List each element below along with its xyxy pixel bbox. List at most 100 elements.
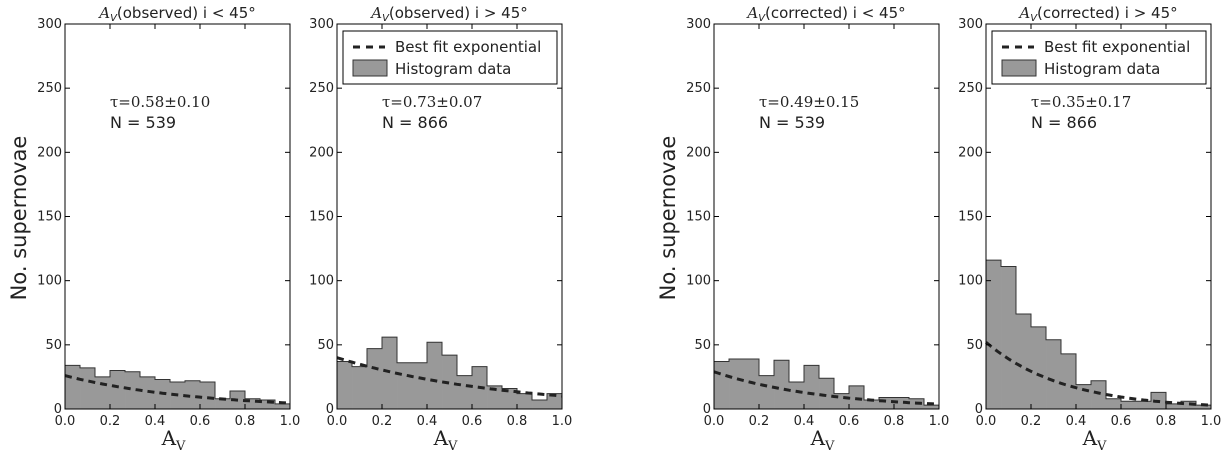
histogram-bar <box>1136 401 1151 409</box>
histogram-bar <box>532 400 547 409</box>
x-axis-label: AV <box>161 426 186 453</box>
tau-annotation: τ=0.35±0.17 <box>1031 93 1131 111</box>
y-tick-label: 300 <box>686 17 711 32</box>
histogram-bar <box>517 393 533 409</box>
legend: Best fit exponential Histogram data <box>342 30 558 85</box>
histogram-bar <box>215 398 230 409</box>
y-tick-label: 150 <box>686 210 711 225</box>
histogram-outline <box>713 358 940 409</box>
histogram-bar <box>894 397 910 409</box>
histogram-bar <box>729 358 744 409</box>
x-tick-label: 1.0 <box>280 414 301 429</box>
x-tick-label: 0.2 <box>749 414 770 429</box>
histogram-bar <box>546 393 562 409</box>
histogram-bar <box>878 397 894 409</box>
y-tick-label: 100 <box>958 274 983 289</box>
y-tick-label: 0 <box>54 402 62 417</box>
x-axis-label: AV <box>810 426 835 453</box>
histogram-outline <box>64 364 291 409</box>
x-tick-label: 0.0 <box>976 414 997 429</box>
x-tick-label: 0.2 <box>100 414 121 429</box>
y-tick-label: 50 <box>694 338 711 353</box>
y-tick-label: 150 <box>958 210 983 225</box>
exponential-fit-line <box>64 374 291 405</box>
histogram-bar <box>337 361 353 409</box>
tau-annotation: τ=0.58±0.10 <box>110 93 210 111</box>
tau-annotation: τ=0.49±0.15 <box>759 93 859 111</box>
histogram-bar <box>110 370 126 409</box>
histogram-bar <box>274 403 290 409</box>
chart-panel-2: 0.0 0.2 0.4 0.6 0.8 1.0 0 50 100 150 200 250 300 AV(o… <box>309 4 572 453</box>
x-tick-label: 1.0 <box>552 414 573 429</box>
histogram-bar <box>923 405 939 409</box>
y-tick-label: 150 <box>37 210 62 225</box>
histogram-bar <box>501 388 517 409</box>
x-tick-label: 1.0 <box>1201 414 1222 429</box>
histogram-bar <box>1031 326 1047 409</box>
histogram-bar <box>366 348 382 409</box>
histogram-bar <box>804 365 820 409</box>
x-tick-label: 0.0 <box>704 414 725 429</box>
histogram-bar <box>1121 401 1137 409</box>
chart-panel-4: 0.0 0.2 0.4 0.6 0.8 1.0 0 50 100 150 200 250 300 AV(c… <box>958 4 1221 453</box>
x-tick-label: 0.0 <box>327 414 348 429</box>
histogram-bar <box>986 260 1002 409</box>
histogram-bar <box>139 376 155 409</box>
histogram-bar <box>427 342 443 409</box>
histogram-bar <box>1195 405 1211 409</box>
panel-title: AV(corrected) i < 45° <box>745 4 905 24</box>
histogram-bar <box>352 366 367 409</box>
y-tick-label: 50 <box>45 338 62 353</box>
x-tick-label: 0.6 <box>1111 414 1132 429</box>
y-tick-label: 150 <box>309 210 334 225</box>
x-tick-label: 1.0 <box>929 414 950 429</box>
x-axis-label: AV <box>433 426 458 453</box>
y-tick-label: 250 <box>309 81 334 96</box>
histogram-bar <box>819 378 834 409</box>
panel-title: AV(observed) i > 45° <box>369 4 528 24</box>
x-tick-label: 0.6 <box>190 414 211 429</box>
y-tick-label: 300 <box>958 17 983 32</box>
histogram-bar <box>1091 380 1106 409</box>
histogram-bar <box>1166 403 1182 409</box>
exponential-fit-line <box>336 356 563 398</box>
exponential-fit-line <box>713 370 940 406</box>
legend-fill-swatch <box>352 59 388 77</box>
n-annotation: N = 866 <box>1031 113 1097 132</box>
x-tick-label: 0.0 <box>55 414 76 429</box>
chart-panel-3: 0.0 0.2 0.4 0.6 0.8 1.0 0 50 100 150 200 250 300 AV(c… <box>686 4 949 453</box>
legend-fill-swatch <box>1001 59 1037 77</box>
histogram-bar <box>94 376 110 409</box>
histogram-bar <box>184 380 200 409</box>
y-tick-label: 100 <box>309 274 334 289</box>
y-axis-label-left: No. supernovae <box>7 136 31 301</box>
n-annotation: N = 866 <box>382 113 448 132</box>
legend-label: Best fit exponential <box>1044 38 1190 56</box>
y-axis-label-right: No. supernovae <box>656 136 680 301</box>
histogram-bar <box>1046 339 1061 409</box>
y-tick-label: 200 <box>958 145 983 160</box>
x-tick-label: 0.8 <box>507 414 528 429</box>
histogram-bar <box>487 385 502 409</box>
x-tick-label: 0.8 <box>884 414 905 429</box>
x-tick-label: 0.4 <box>1066 414 1087 429</box>
legend-label: Histogram data <box>1044 60 1160 78</box>
histogram-bar <box>65 365 81 409</box>
x-tick-label: 0.4 <box>794 414 815 429</box>
histogram-bar <box>788 382 804 409</box>
histogram-bar <box>759 375 775 409</box>
panel-title: AV(observed) i < 45° <box>97 4 256 24</box>
n-annotation: N = 539 <box>110 113 176 132</box>
y-tick-label: 50 <box>966 338 983 353</box>
histogram-bar <box>1015 314 1031 409</box>
histogram-bar <box>125 371 140 409</box>
n-annotation: N = 539 <box>759 113 825 132</box>
y-tick-label: 250 <box>37 81 62 96</box>
histogram-bar <box>1060 353 1076 409</box>
y-tick-label: 250 <box>958 81 983 96</box>
histogram-bar <box>1001 266 1016 409</box>
histogram-bar <box>260 400 275 409</box>
axes-frame <box>713 23 940 410</box>
y-tick-label: 300 <box>309 17 334 32</box>
chart-panel-1: 0.0 0.2 0.4 0.6 0.8 1.0 0 50 100 150 200 250 300 AV(o… <box>37 4 300 453</box>
